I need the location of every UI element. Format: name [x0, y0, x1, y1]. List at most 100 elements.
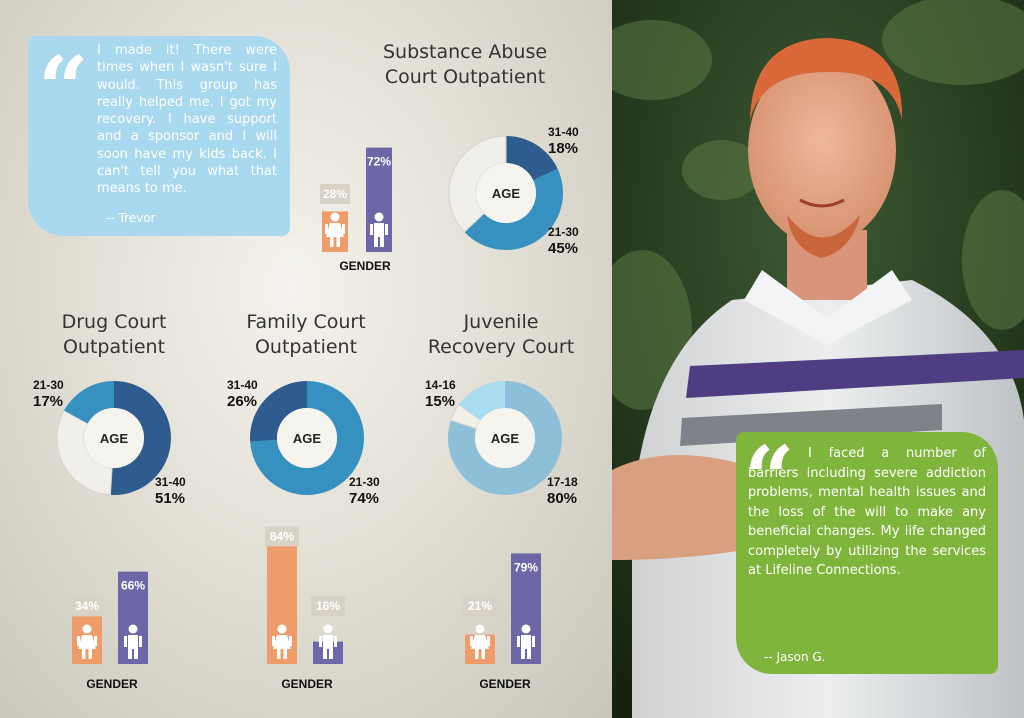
segment-category-label: 17-18	[547, 475, 578, 489]
segment-percent-label: 80%	[547, 490, 577, 507]
figure-leg	[380, 237, 384, 247]
figure-leg	[323, 649, 327, 659]
figure-arm	[325, 224, 328, 234]
figure-arm	[334, 636, 337, 647]
male-figure-icon	[370, 212, 388, 247]
gender-label: GENDER	[86, 677, 138, 691]
figure-body	[471, 635, 489, 649]
gender-label: GENDER	[479, 677, 531, 691]
gender-label: GENDER	[281, 677, 333, 691]
chart-title-substance: Substance Abuse Court Outpatient	[355, 40, 575, 90]
figure-body	[521, 635, 531, 649]
female-percent-badge-bg	[265, 526, 299, 547]
male-percent-label: 72%	[367, 155, 391, 169]
donut-segment	[64, 381, 114, 424]
segment-category-label: 21-30	[349, 475, 380, 489]
segment-category-label: 31-40	[155, 475, 186, 489]
gender-label: GENDER	[339, 259, 391, 273]
figure-leg	[521, 649, 525, 659]
figure-leg	[277, 649, 281, 659]
segment-category-label: 21-30	[33, 378, 64, 392]
donut-hole	[277, 408, 337, 468]
female-percent-badge-bg	[70, 596, 104, 616]
female-figure-icon	[470, 624, 490, 659]
title-line: Outpatient	[254, 336, 358, 358]
female-percent-label: 84%	[270, 529, 294, 543]
donut-segment	[458, 381, 505, 421]
figure-leg	[336, 237, 340, 247]
figure-body	[326, 223, 344, 237]
female-percent-label: 28%	[323, 187, 347, 201]
segment-percent-label: 74%	[349, 490, 379, 507]
female-figure-icon	[325, 212, 345, 247]
figure-arm	[94, 636, 97, 646]
chart-title-family: Family Court Outpatient	[216, 310, 396, 360]
donut-segment	[464, 168, 563, 250]
donut-segment	[249, 381, 307, 442]
segment-category-label: 14-16	[425, 378, 456, 392]
donut-segment	[447, 381, 562, 495]
segment-percent-label: 15%	[425, 393, 455, 410]
figure-head	[82, 624, 92, 634]
figure-head	[277, 624, 287, 634]
title-line: Juvenile	[463, 311, 539, 333]
donut-segment	[250, 381, 365, 495]
male-bar	[313, 641, 343, 664]
figure-arm	[385, 224, 388, 235]
donut-center-label: AGE	[491, 431, 520, 446]
figure-leg	[330, 237, 334, 247]
donut-segment	[506, 136, 558, 181]
donut-center-label: AGE	[100, 431, 129, 446]
portrait-photo: “ I faced a number of barriers including…	[612, 0, 1024, 718]
figure-leg	[481, 649, 485, 659]
title-line: Drug Court	[61, 311, 167, 333]
female-percent-label: 21%	[468, 599, 492, 613]
quote-mark-icon: “	[38, 36, 89, 140]
chart-title-juvenile: Juvenile Recovery Court	[406, 310, 596, 360]
quote-text-trevor: I made it! There were times when I wasn'…	[97, 43, 277, 197]
figure-leg	[283, 649, 287, 659]
figure-arm	[139, 636, 142, 647]
male-percent-badge-bg	[311, 596, 345, 616]
figure-arm	[532, 636, 535, 647]
female-figure-icon	[77, 624, 97, 659]
male-percent-label: 66%	[121, 579, 145, 593]
figure-head	[323, 624, 333, 634]
quote-text-jason: I faced a number of barriers including s…	[748, 446, 986, 578]
infographic-panel: “ I made it! There were times when I was…	[0, 0, 612, 718]
figure-head	[128, 624, 138, 634]
figure-leg	[134, 649, 138, 659]
female-percent-badge-bg	[463, 596, 497, 616]
figure-arm	[319, 636, 322, 647]
figure-body	[78, 635, 96, 649]
figure-head	[475, 624, 485, 634]
donut-hole	[84, 408, 144, 468]
figure-head	[521, 624, 531, 634]
figure-leg	[128, 649, 132, 659]
female-figure-icon	[272, 624, 292, 659]
figure-head	[330, 212, 340, 222]
figure-arm	[77, 636, 80, 646]
quote-author-jason: -- Jason G.	[764, 650, 826, 664]
donut-hole	[475, 408, 535, 468]
figure-leg	[329, 649, 333, 659]
segment-category-label: 31-40	[227, 378, 258, 392]
figure-arm	[470, 636, 473, 646]
figure-arm	[272, 636, 275, 646]
figure-body	[128, 635, 138, 649]
figure-leg	[88, 649, 92, 659]
quote-mark-icon: “	[744, 426, 795, 530]
figure-body	[323, 635, 333, 649]
segment-category-label: 21-30	[548, 225, 579, 239]
figure-body	[374, 223, 384, 237]
male-percent-label: 79%	[514, 560, 538, 574]
segment-category-label: 31-40	[548, 125, 579, 139]
donut-segment	[110, 381, 172, 496]
quote-box-trevor: “ I made it! There were times when I was…	[28, 36, 290, 236]
figure-leg	[374, 237, 378, 247]
quote-box-jason: “ I faced a number of barriers including…	[736, 432, 998, 674]
segment-percent-label: 18%	[548, 140, 578, 157]
donut-hole	[476, 163, 536, 223]
figure-arm	[487, 636, 490, 646]
figure-arm	[370, 224, 373, 235]
